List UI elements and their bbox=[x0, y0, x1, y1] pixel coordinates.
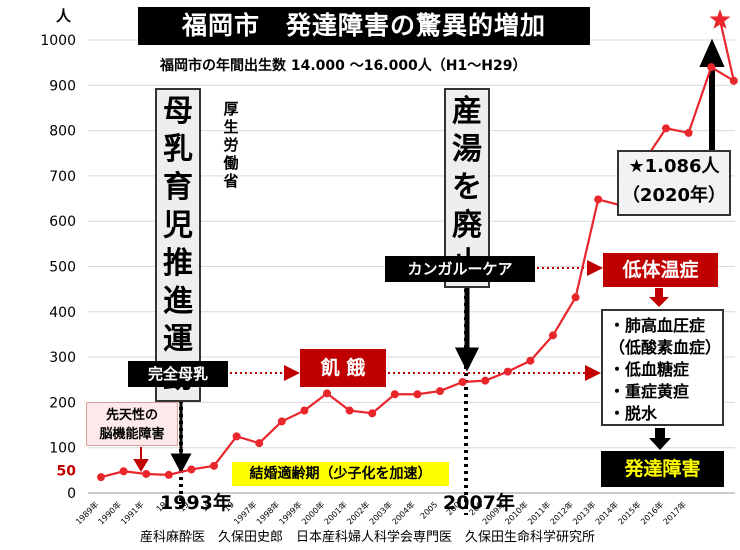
data-point bbox=[481, 376, 490, 385]
y-tick-label: 1000 bbox=[40, 33, 76, 49]
projection-year: （2020年） bbox=[621, 185, 727, 206]
year-1993-label: 1993年 bbox=[160, 492, 232, 514]
condition-item: ・重症黄疸 bbox=[609, 382, 690, 401]
condition-item: ・肺高血圧症 bbox=[609, 316, 706, 335]
y-tick-label: 100 bbox=[49, 441, 76, 457]
data-point bbox=[458, 378, 467, 387]
ministry-label: 厚生労働省 bbox=[223, 100, 239, 190]
y-tick-label: 500 bbox=[49, 260, 76, 276]
projection-box: ★1.086人 （2020年） bbox=[617, 150, 731, 216]
y-tick-label: 50 bbox=[57, 463, 77, 479]
y-tick-label: 800 bbox=[49, 124, 76, 140]
x-tick-label: 2001年 bbox=[322, 499, 349, 526]
x-tick-label: 1990年 bbox=[96, 499, 123, 526]
data-point bbox=[594, 195, 603, 204]
y-tick-label: 400 bbox=[49, 305, 76, 321]
x-tick-label: 1999年 bbox=[277, 499, 304, 526]
y-tick-label: 0 bbox=[67, 486, 76, 502]
data-point bbox=[164, 470, 173, 479]
exclusive-breastfeeding-label: 完全母乳 bbox=[128, 361, 228, 387]
x-tick-label: 1998年 bbox=[254, 499, 281, 526]
x-tick-label: 2013年 bbox=[570, 499, 597, 526]
y-tick-label: 900 bbox=[49, 78, 76, 94]
data-point bbox=[549, 331, 557, 340]
data-point bbox=[526, 356, 535, 365]
projection-value: ★1.086人 bbox=[628, 156, 720, 177]
x-tick-label: 2004年 bbox=[390, 499, 417, 526]
congenital-label: 先天性の 脳機能障害 bbox=[86, 402, 178, 446]
data-point bbox=[436, 387, 444, 396]
y-tick-label: 700 bbox=[49, 169, 76, 185]
congenital-line: 脳機能障害 bbox=[99, 427, 165, 442]
hypothermia-label: 低体温症 bbox=[603, 253, 718, 287]
kangaroo-care-label: カンガルーケア bbox=[385, 256, 535, 282]
x-tick-label: 2017年 bbox=[661, 499, 688, 526]
x-tick-label: 2014年 bbox=[593, 499, 620, 526]
y-tick-label: 200 bbox=[49, 395, 76, 411]
data-point bbox=[368, 409, 377, 418]
x-tick-label: 1991年 bbox=[118, 499, 145, 526]
chart-title: 福岡市 発達障害の驚異的増加 bbox=[138, 7, 590, 45]
x-tick-label: 2003年 bbox=[367, 499, 394, 526]
data-point bbox=[390, 390, 399, 399]
data-point bbox=[345, 406, 354, 415]
starvation-label: 飢 餓 bbox=[300, 349, 386, 387]
data-point bbox=[255, 439, 264, 448]
data-point bbox=[323, 389, 331, 398]
data-point bbox=[300, 406, 309, 415]
data-point bbox=[187, 465, 196, 474]
x-tick-label: 1997年 bbox=[231, 499, 258, 526]
developmental-disorder-label: 発達障害 bbox=[601, 451, 724, 487]
data-series bbox=[97, 9, 738, 482]
extrapolation-line bbox=[718, 19, 735, 82]
arrow-conditions-down bbox=[649, 428, 671, 450]
conditions-list: ・肺高血圧症 （低酸素血症） ・低血糖症 ・重症黄疸 ・脱水 bbox=[601, 309, 724, 426]
condition-item: ・低血糖症 bbox=[609, 360, 690, 379]
arrow-up-to-star bbox=[699, 38, 725, 150]
arrow-hypothermia-down bbox=[649, 288, 669, 307]
data-point bbox=[707, 63, 716, 72]
data-point bbox=[729, 76, 738, 85]
arrow-2007 bbox=[454, 282, 480, 372]
data-point bbox=[684, 128, 693, 137]
data-point bbox=[210, 461, 218, 470]
data-point bbox=[662, 124, 670, 133]
congenital-line: 先天性の bbox=[105, 408, 158, 423]
condition-item: （低酸素血症） bbox=[609, 338, 722, 357]
x-tick-label: 2002年 bbox=[344, 499, 371, 526]
x-tick-label: 2005 bbox=[419, 500, 440, 521]
projection-star-marker bbox=[709, 9, 731, 29]
y-tick-label: 300 bbox=[49, 350, 76, 366]
footer-credit: 産科麻酔医 久保田史郎 日本産科婦人科学会専門医 久保田生命科学研究所 bbox=[140, 530, 596, 545]
data-point bbox=[413, 390, 422, 399]
arrow-congenital bbox=[133, 447, 149, 472]
y-unit-label: 人 bbox=[56, 7, 72, 25]
data-point bbox=[277, 417, 286, 426]
data-point bbox=[503, 367, 512, 376]
year-2007-label: 2007年 bbox=[443, 492, 515, 514]
birth-bath-abolished-label: 産湯を廃止 bbox=[444, 88, 490, 288]
marriage-age-label: 結婚適齢期（少子化を加速） bbox=[232, 462, 449, 486]
x-tick-label: 2015年 bbox=[616, 499, 643, 526]
chart-subtitle: 福岡市の年間出生数 14.000 ～16.000人（H1～H29） bbox=[160, 58, 527, 74]
y-tick-labels: 0 50 100 200 300 400 500 600 700 800 900 1000 bbox=[40, 33, 76, 502]
x-tick-label: 2011年 bbox=[525, 499, 552, 526]
breastfeeding-campaign-label: 母乳育児推進運動 bbox=[155, 88, 201, 402]
x-tick-label: 2012年 bbox=[548, 499, 575, 526]
y-tick-label: 600 bbox=[49, 214, 76, 230]
data-point bbox=[142, 469, 151, 478]
x-tick-label: 1989年 bbox=[73, 499, 100, 526]
x-tick-label: 2000年 bbox=[299, 499, 326, 526]
data-point bbox=[119, 467, 128, 476]
condition-item: ・脱水 bbox=[609, 404, 658, 423]
data-point bbox=[232, 432, 241, 441]
data-point bbox=[97, 473, 105, 482]
data-point bbox=[571, 293, 580, 302]
x-tick-label: 2016年 bbox=[638, 499, 665, 526]
